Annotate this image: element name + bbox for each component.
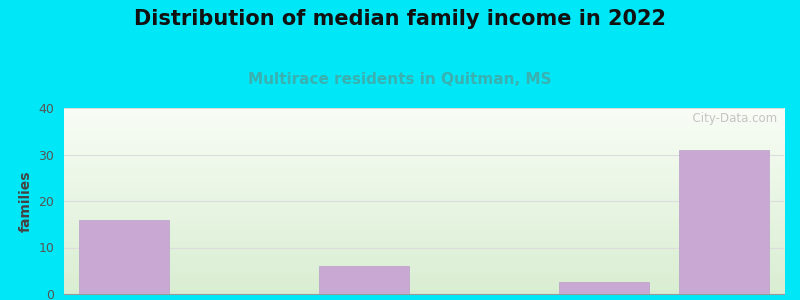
Text: City-Data.com: City-Data.com bbox=[685, 112, 777, 125]
Bar bbox=[79, 220, 169, 294]
Text: Multirace residents in Quitman, MS: Multirace residents in Quitman, MS bbox=[248, 72, 552, 87]
Text: Distribution of median family income in 2022: Distribution of median family income in … bbox=[134, 9, 666, 29]
Bar bbox=[679, 150, 769, 294]
Y-axis label: families: families bbox=[19, 170, 33, 232]
Bar bbox=[559, 282, 649, 294]
Bar bbox=[319, 266, 409, 294]
